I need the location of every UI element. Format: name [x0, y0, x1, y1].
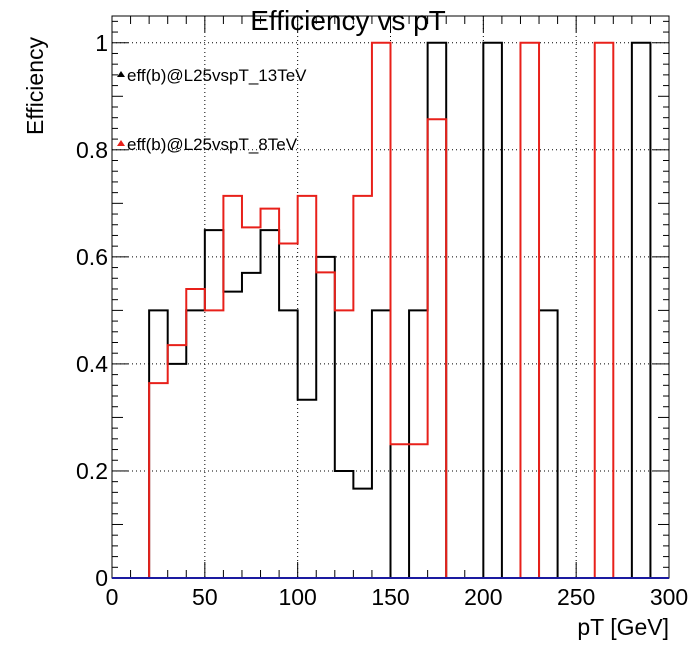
x-tick-label-150: 150 [371, 584, 409, 610]
x-tick-label-50: 50 [192, 584, 218, 610]
legend: eff(b)@L25vspT_13TeV eff(b)@L25vspT_8TeV [117, 66, 307, 154]
x-tick-label-250: 250 [557, 584, 595, 610]
y-tick-label-1: 1 [95, 30, 108, 56]
series-line-0 [112, 41, 669, 579]
legend-entry-13tev: eff(b)@L25vspT_13TeV [117, 66, 307, 85]
y-tick-label-0_6: 0.6 [76, 244, 108, 270]
y-tick-label-0_4: 0.4 [76, 351, 108, 377]
x-tick-label-300: 300 [650, 584, 688, 610]
series-0 [112, 41, 669, 579]
chart-title: Efficiency vs pT [250, 5, 446, 36]
legend-marker-13tev [117, 71, 125, 77]
x-axis-label: pT [GeV] [577, 614, 669, 640]
legend-entry-8tev: eff(b)@L25vspT_8TeV [117, 135, 298, 154]
y-axis-label: Efficiency [22, 37, 48, 136]
x-tick-label-200: 200 [464, 584, 502, 610]
legend-label-13tev: eff(b)@L25vspT_13TeV [127, 66, 307, 85]
y-tick-label-0: 0 [95, 565, 108, 591]
y-tick-label-0_8: 0.8 [76, 137, 108, 163]
legend-marker-8tev [117, 140, 125, 146]
tick-labels: 0 50 100 150 200 250 300 0 0.2 0.4 0.6 0.8 1 [76, 30, 688, 610]
legend-label-8tev: eff(b)@L25vspT_8TeV [127, 135, 298, 154]
x-tick-label-100: 100 [278, 584, 316, 610]
y-tick-label-0_2: 0.2 [76, 458, 108, 484]
series-layer [112, 41, 669, 579]
x-tick-label-0: 0 [106, 584, 119, 610]
